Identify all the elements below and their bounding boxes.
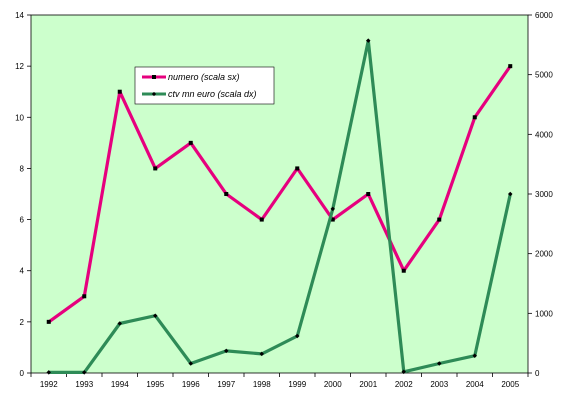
- x-tick-label: 1996: [182, 380, 200, 389]
- data-point-numero: [153, 166, 158, 171]
- x-tick-label: 2003: [430, 380, 448, 389]
- data-point-ctv: [152, 313, 158, 318]
- y-left-tick-label: 2: [20, 318, 25, 327]
- x-tick-label: 1992: [40, 380, 58, 389]
- data-point-ctv: [46, 370, 52, 375]
- data-point-numero: [366, 192, 371, 196]
- y-left-tick-label: 4: [20, 267, 25, 276]
- y-left-tick-label: 12: [15, 62, 24, 71]
- x-tick-label: 2002: [395, 380, 413, 389]
- x-tick-label: 2004: [466, 380, 484, 389]
- data-point-numero: [82, 294, 87, 299]
- data-point-ctv: [223, 348, 229, 354]
- data-point-numero: [401, 268, 406, 273]
- y-right-tick-label: 1000: [535, 309, 553, 318]
- data-point-ctv: [294, 333, 300, 339]
- data-point-ctv: [436, 361, 442, 366]
- x-tick-label: 1999: [288, 380, 306, 389]
- series-layer: [46, 38, 513, 375]
- x-tick-label: 2005: [501, 380, 519, 389]
- data-point-ctv: [472, 353, 478, 358]
- y-right-tick-label: 4000: [535, 130, 553, 139]
- series-line-ctv: [48, 39, 512, 374]
- y-right-tick-label: 5000: [535, 71, 553, 80]
- y-left-tick-label: 6: [20, 216, 25, 225]
- x-tick-label: 2000: [324, 380, 342, 389]
- series-line-numero: [47, 65, 512, 324]
- data-point-numero: [330, 217, 335, 222]
- data-point-numero: [46, 319, 51, 324]
- y-right-tick-label: 2000: [535, 250, 553, 259]
- y-right-tick-label: 6000: [535, 11, 553, 20]
- y-left-tick-label: 14: [15, 11, 24, 20]
- x-tick-label: 2001: [359, 380, 377, 389]
- x-tick-label: 1994: [111, 380, 129, 389]
- legend-label-ctv: ctv mn euro (scala dx): [168, 89, 257, 99]
- data-point-ctv: [259, 351, 265, 357]
- data-point-ctv: [117, 321, 123, 326]
- x-tick-label: 1995: [146, 380, 164, 389]
- data-point-numero: [117, 89, 122, 94]
- y-left-tick-label: 10: [15, 113, 24, 122]
- x-tick-label: 1997: [217, 380, 235, 389]
- legend: numero (scala sx) ctv mn euro (scala dx): [134, 66, 275, 105]
- x-tick-label: 1998: [253, 380, 271, 389]
- y-right-tick-label: 3000: [535, 190, 553, 199]
- y-left-tick-label: 0: [20, 369, 25, 378]
- legend-marker-numero: [152, 75, 156, 79]
- data-point-numero: [295, 166, 300, 171]
- x-tick-label: 1993: [75, 380, 93, 389]
- data-point-numero: [508, 64, 513, 69]
- data-point-numero: [259, 217, 264, 222]
- data-point-numero: [188, 140, 193, 145]
- data-point-ctv: [188, 361, 194, 366]
- legend-label-numero: numero (scala sx): [168, 72, 240, 82]
- y-right-tick-label: 0: [535, 369, 540, 378]
- axes: 0 2 4 6 8 10 12 14 0 1000 2000 3000 4000 5000 6000 1992…: [15, 11, 553, 389]
- data-point-numero: [437, 217, 442, 222]
- data-point-ctv: [81, 370, 87, 375]
- data-point-numero: [472, 115, 477, 120]
- data-point-numero: [224, 192, 229, 196]
- y-left-tick-label: 8: [20, 164, 25, 173]
- legend-marker-ctv: [151, 91, 157, 97]
- data-point-ctv: [401, 369, 407, 375]
- legend-box: [134, 66, 275, 105]
